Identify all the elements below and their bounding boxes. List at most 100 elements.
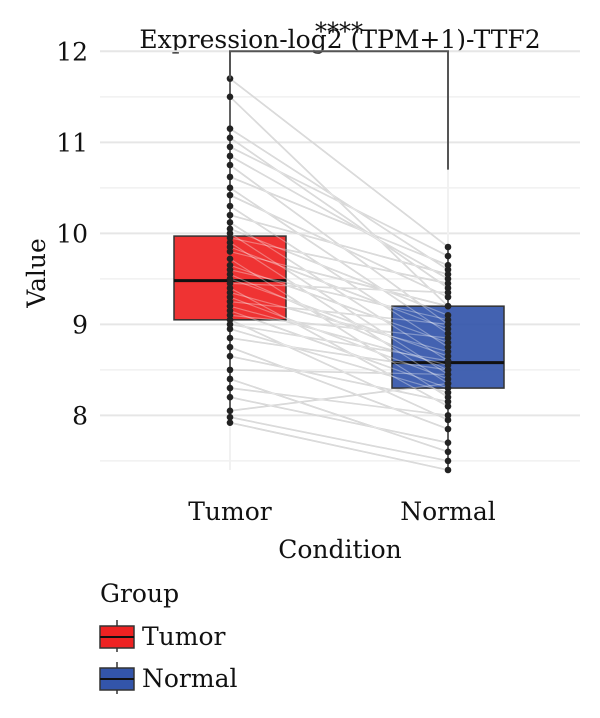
point-normal — [444, 457, 452, 465]
point-normal — [444, 384, 452, 392]
point-normal — [444, 343, 452, 351]
point-normal — [444, 275, 452, 283]
point-tumor — [226, 134, 234, 142]
pair-line-overlay — [229, 319, 449, 421]
pair-line-overlay — [229, 422, 449, 471]
point-tumor — [226, 413, 234, 421]
pair-line — [229, 155, 449, 280]
y-tick-label: 8 — [72, 401, 88, 430]
pair-line-overlay — [229, 382, 449, 412]
point-normal — [444, 311, 452, 319]
pair-line-overlay — [229, 301, 449, 325]
point-tumor — [226, 202, 234, 210]
legend-title: Group — [100, 579, 179, 608]
point-normal — [444, 252, 452, 260]
point-tumor — [226, 255, 234, 263]
point-tumor — [226, 280, 234, 287]
pair-line-overlay — [229, 246, 449, 330]
pair-line — [229, 128, 449, 271]
pair-line — [229, 319, 449, 421]
point-normal — [444, 271, 452, 278]
point-tumor — [226, 275, 234, 283]
point-tumor — [226, 302, 234, 310]
pair-line-overlay — [229, 187, 449, 334]
pair-line — [229, 137, 449, 289]
point-normal — [444, 330, 452, 337]
point-normal — [444, 362, 452, 369]
point-tumor — [226, 375, 234, 383]
point-normal — [444, 284, 452, 292]
pair-line — [229, 378, 449, 453]
pair-line — [229, 194, 449, 298]
point-normal — [444, 448, 452, 456]
pair-line-overlay — [229, 264, 449, 344]
point-normal — [444, 466, 452, 474]
point-tumor — [226, 298, 234, 305]
pair-line — [229, 77, 449, 248]
point-tumor — [226, 243, 234, 251]
pair-line-overlay — [229, 228, 449, 316]
pair-line — [229, 176, 449, 266]
pair-line-overlay — [229, 164, 449, 325]
point-tumor — [226, 230, 234, 237]
point-normal — [444, 371, 452, 378]
pair-line-overlay — [229, 194, 449, 298]
pair-line-overlay — [229, 232, 449, 375]
pair-line-overlay — [229, 78, 449, 248]
point-tumor — [226, 321, 234, 328]
pair-line-overlay — [229, 278, 449, 357]
point-tumor — [226, 334, 234, 342]
pair-line-overlay — [229, 310, 449, 389]
pair-line-overlay — [229, 387, 449, 416]
point-tumor — [226, 325, 234, 333]
pair-line — [229, 214, 449, 276]
pair-line-overlay — [229, 273, 449, 371]
pair-line-overlay — [229, 258, 449, 398]
point-tumor — [226, 316, 234, 324]
pair-line-overlay — [229, 155, 449, 280]
data-points — [226, 75, 452, 474]
pair-line-overlay — [229, 96, 449, 307]
point-tumor — [226, 293, 234, 301]
point-normal — [444, 334, 452, 342]
pair-line-overlay — [229, 287, 449, 407]
point-tumor — [226, 307, 234, 315]
point-normal — [444, 398, 452, 406]
point-tumor — [226, 125, 234, 132]
point-tumor — [226, 248, 234, 255]
point-normal — [444, 261, 452, 269]
point-normal — [444, 357, 452, 365]
point-tumor — [226, 384, 234, 392]
pair-line-overlay — [229, 237, 449, 284]
pair-line-overlay — [229, 221, 449, 362]
point-normal — [444, 325, 452, 333]
point-tumor — [226, 352, 234, 360]
point-tumor — [226, 173, 234, 181]
point-normal — [444, 389, 452, 396]
point-tumor — [226, 93, 234, 101]
point-normal — [444, 402, 452, 410]
pair-line-overlay — [229, 205, 449, 348]
legend-entry-normal: Normal — [99, 662, 237, 694]
point-normal — [444, 302, 452, 310]
pair-line-overlay — [229, 355, 449, 403]
point-normal — [444, 425, 452, 433]
point-tumor — [226, 184, 234, 192]
point-normal — [444, 293, 452, 301]
point-tumor — [226, 143, 234, 151]
pair-line-overlay — [229, 323, 449, 362]
pair-line-overlay — [229, 378, 449, 453]
significance-label: **** — [315, 17, 363, 45]
y-axis-label: Value — [22, 238, 51, 309]
pair-line-overlay — [229, 282, 449, 294]
legend-entry-tumor: Tumor — [99, 620, 226, 652]
x-tick-label: Normal — [400, 497, 495, 526]
point-tumor — [226, 289, 234, 296]
chart-title: Expression-log2 (TPM+1)-TTF2 — [139, 25, 540, 54]
pair-line-overlay — [229, 128, 449, 271]
point-normal — [444, 280, 452, 287]
point-normal — [444, 352, 452, 360]
point-tumor — [226, 225, 234, 233]
significance-bracket: **** — [229, 17, 449, 170]
